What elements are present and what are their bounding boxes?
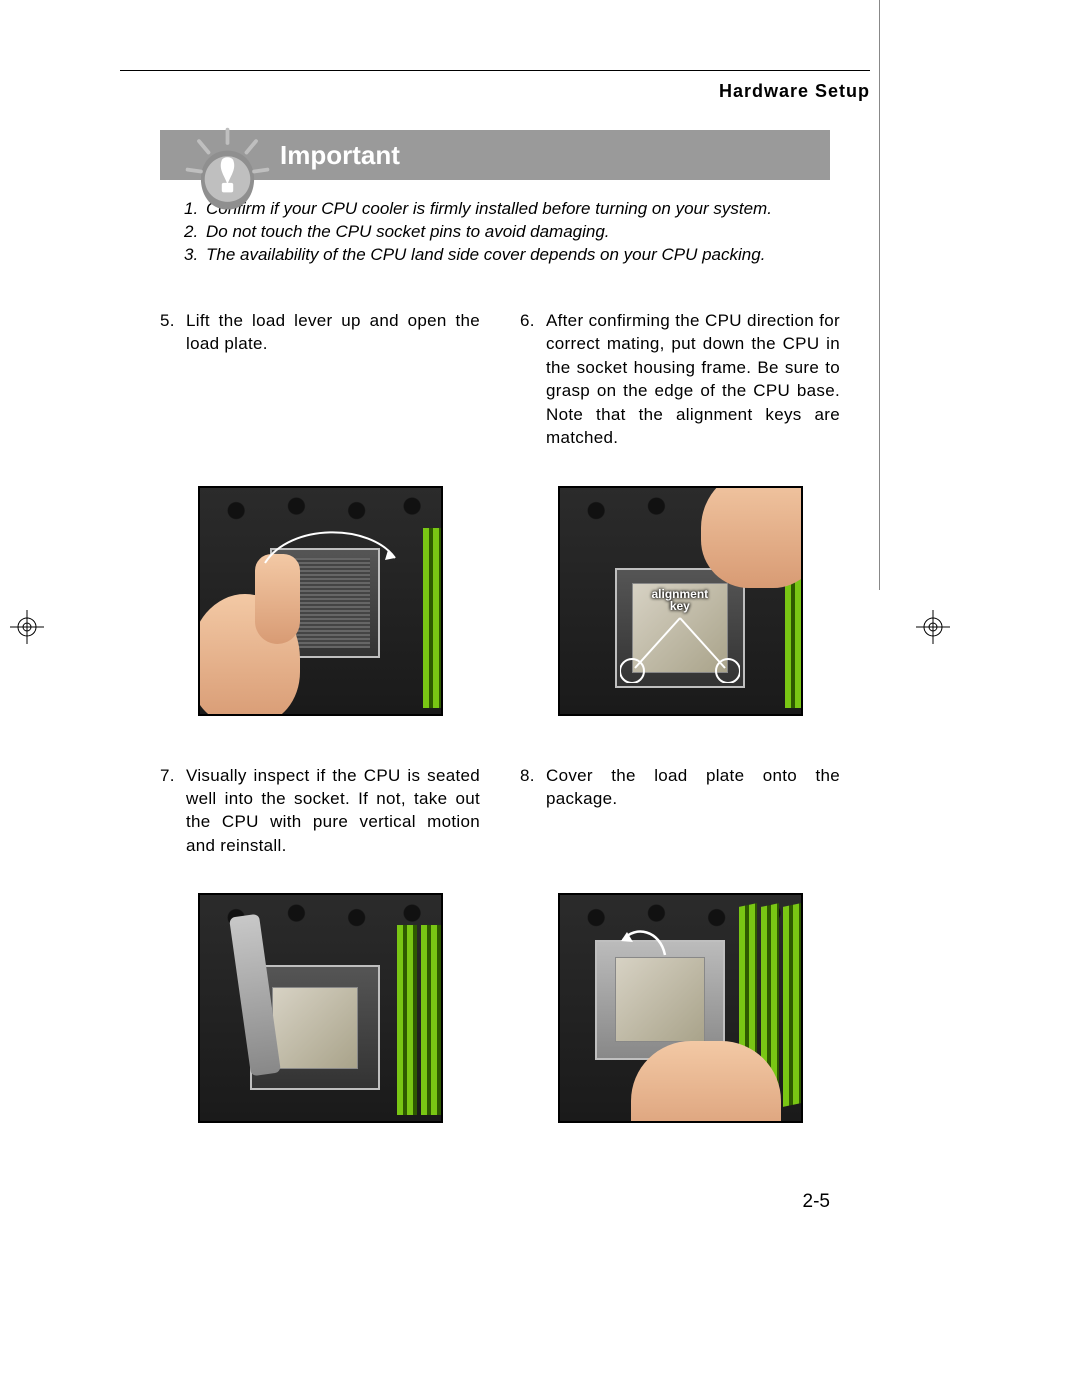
alignment-key-label-2: key (670, 599, 690, 613)
important-callout: Important 1.Confirm if your CPU cooler i… (160, 130, 830, 279)
step-7-image (198, 893, 443, 1123)
registration-mark-left (10, 610, 44, 644)
step-5-num: 5. (160, 309, 186, 356)
step-8-text: Cover the load plate onto the package. (546, 764, 840, 811)
important-item-2: Do not touch the CPU socket pins to avoi… (206, 221, 610, 244)
top-rule (120, 70, 870, 71)
step-5-image (198, 486, 443, 716)
step-7: 7. Visually inspect if the CPU is seated… (160, 764, 480, 858)
important-item-1: Confirm if your CPU cooler is firmly ins… (206, 198, 772, 221)
step-7-num: 7. (160, 764, 186, 858)
lightbulb-icon (180, 124, 275, 224)
step-8-num: 8. (520, 764, 546, 811)
important-num-3: 3. (184, 244, 206, 267)
step-5: 5. Lift the load lever up and open the l… (160, 309, 480, 356)
step-8-image (558, 893, 803, 1123)
step-6: 6. After confirming the CPU direction fo… (520, 309, 840, 450)
vertical-margin-rule (879, 0, 880, 590)
important-num-2: 2. (184, 221, 206, 244)
step-6-image: alignment key (558, 486, 803, 716)
step-8: 8. Cover the load plate onto the package… (520, 764, 840, 811)
step-6-text: After confirming the CPU direction for c… (546, 309, 840, 450)
step-7-text: Visually inspect if the CPU is seated we… (186, 764, 480, 858)
registration-mark-right (916, 610, 950, 644)
section-title: Hardware Setup (120, 81, 870, 102)
step-5-text: Lift the load lever up and open the load… (186, 309, 480, 356)
important-item-3: The availability of the CPU land side co… (206, 244, 765, 267)
important-heading: Important (280, 140, 400, 171)
step-6-num: 6. (520, 309, 546, 450)
page-number: 2-5 (120, 1191, 870, 1213)
